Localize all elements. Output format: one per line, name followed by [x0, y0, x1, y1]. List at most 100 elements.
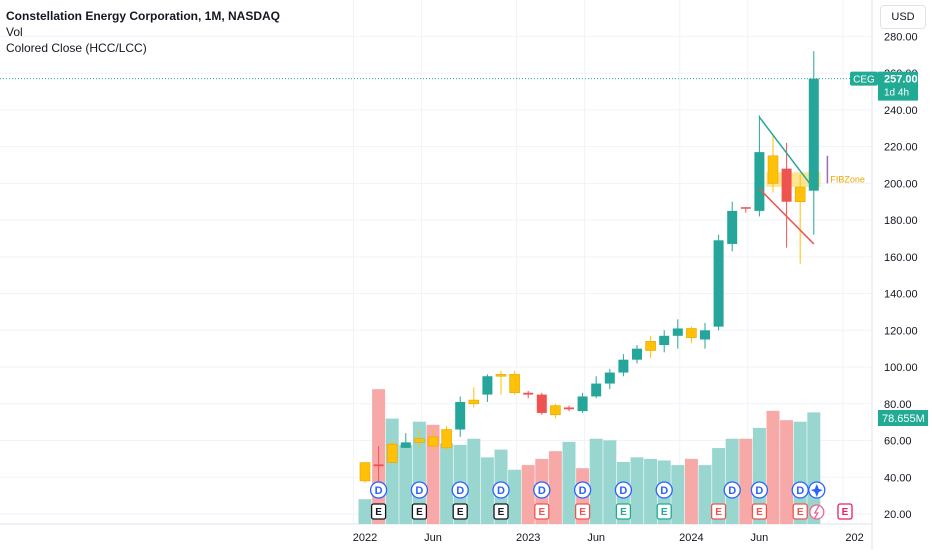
earnings-marker-label: E: [375, 507, 382, 518]
volume-bar: [480, 457, 494, 524]
earnings-marker-icon: [574, 503, 591, 520]
dividend-marker-label: D: [579, 485, 587, 497]
candle-body: [740, 207, 751, 209]
trend-line-upper: [758, 116, 815, 190]
candle-body: [659, 335, 670, 345]
volume-bar: [630, 457, 644, 524]
price-tick-label: 40.00: [884, 472, 912, 484]
dividend-marker-icon: [492, 481, 510, 499]
candle-body: [794, 186, 806, 203]
dividend-marker-label: D: [538, 485, 546, 497]
price-tag: [878, 71, 918, 101]
candle-body: [482, 376, 493, 395]
earnings-marker-label: E: [756, 507, 763, 518]
candle-body: [359, 462, 371, 482]
candle-body: [386, 443, 398, 463]
price-tick-label: 140.00: [884, 289, 918, 301]
volume-bar: [521, 465, 535, 524]
currency-button[interactable]: USD: [880, 5, 926, 29]
time-tick-label: Jun: [587, 532, 605, 544]
dividend-marker-label: D: [660, 485, 668, 497]
candle-body: [672, 328, 683, 336]
earnings-marker-icon: [493, 503, 509, 520]
dividend-marker-label: D: [728, 485, 736, 497]
price-tag-countdown: 1d 4h: [884, 88, 909, 99]
volume-indicator-label: Vol: [6, 25, 23, 39]
earnings-marker-icon: [656, 503, 672, 520]
dividend-marker-icon: [655, 481, 673, 499]
volume-tag-value: 78.655M: [882, 413, 925, 425]
time-tick-label: 202: [845, 532, 863, 544]
volume-bar: [399, 444, 413, 524]
trend-line-lower: [758, 188, 815, 245]
candle-body: [468, 399, 480, 405]
volume-bar: [780, 420, 794, 524]
candle-body: [509, 374, 520, 394]
volume-bar: [548, 451, 562, 524]
volume-bar: [562, 441, 576, 524]
candle-body: [373, 464, 384, 467]
candle-body: [727, 210, 738, 244]
volume-tag: [878, 410, 928, 426]
earnings-marker-icon: [452, 503, 468, 520]
price-tick-label: 180.00: [884, 215, 918, 227]
dividend-marker-icon: [750, 481, 769, 499]
symbol-title: Constellation Energy Corporation, 1M, NA…: [6, 9, 281, 23]
volume-bar: [698, 465, 712, 524]
earnings-marker-icon: [710, 503, 727, 520]
dividend-marker-icon: [533, 481, 551, 499]
earnings-marker-label: E: [715, 507, 722, 518]
candle-body: [577, 396, 588, 412]
dividend-marker-label: D: [755, 485, 763, 497]
price-tick-label: 240.00: [884, 105, 918, 117]
volume-bar: [644, 458, 658, 524]
dividend-marker-icon: [451, 481, 469, 499]
time-tick-label: 2024: [679, 532, 703, 544]
volume-bar: [793, 421, 807, 524]
price-tick-label: 220.00: [884, 142, 918, 154]
candle-body: [550, 405, 561, 416]
candle-body: [604, 372, 615, 384]
dividend-marker-label: D: [497, 485, 505, 497]
dividend-marker-icon: [410, 481, 429, 499]
candle-body: [414, 438, 425, 443]
candle-body: [523, 392, 534, 395]
dividend-marker-label: D: [415, 485, 423, 497]
volume-bar: [603, 440, 617, 524]
time-tick-label: 2022: [353, 532, 377, 544]
volume-bar: [385, 418, 399, 524]
earnings-marker-icon: [534, 503, 550, 520]
candle-body: [754, 152, 765, 211]
price-tick-label: 60.00: [884, 436, 912, 448]
dividend-marker-label: D: [375, 485, 383, 497]
earnings-marker-icon: [792, 503, 808, 520]
candle-body: [645, 341, 656, 351]
price-tick-label: 280.00: [884, 31, 918, 43]
price-tick-label: 20.00: [884, 509, 912, 521]
sparkle-icon: [810, 484, 823, 497]
earnings-marker-icon: [370, 503, 387, 520]
fib-zone-band: [766, 172, 821, 188]
candle-body: [400, 442, 411, 448]
earnings-marker-label: E: [797, 507, 804, 518]
earnings-marker-label: E: [538, 507, 545, 518]
chart-legend: Constellation Energy Corporation, 1M, NA…: [6, 8, 280, 56]
volume-bar: [589, 438, 603, 524]
symbol-tag-label: CEG: [853, 75, 875, 86]
dividend-marker-label: D: [456, 485, 464, 497]
candle-body: [564, 407, 574, 410]
volume-bar: [358, 499, 372, 524]
earnings-marker-icon: [751, 503, 768, 520]
price-tick-label: 100.00: [884, 362, 918, 374]
lightning-icon: [813, 505, 820, 519]
symbol-tag: [850, 71, 878, 86]
earnings-marker-label: E: [661, 507, 668, 518]
time-tick-label: Jun: [751, 532, 769, 544]
volume-bar: [412, 421, 426, 524]
price-tick-label: 80.00: [884, 399, 912, 411]
candle-body: [441, 429, 452, 449]
candle-body: [686, 328, 697, 338]
candle-body: [536, 394, 547, 413]
